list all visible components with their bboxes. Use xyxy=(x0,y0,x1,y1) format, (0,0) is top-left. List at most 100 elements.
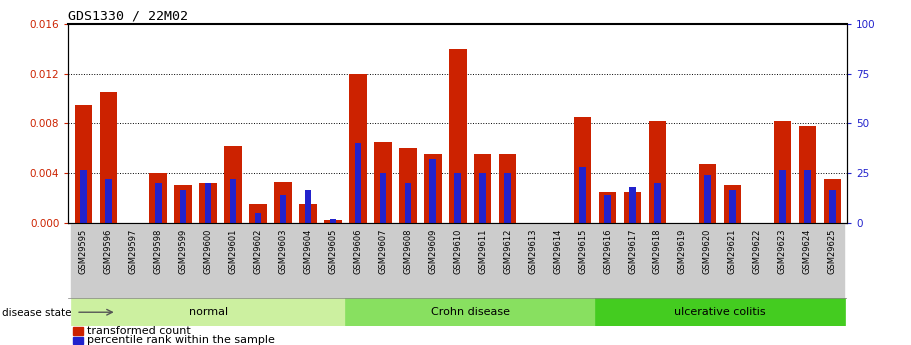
Bar xyxy=(255,213,261,223)
Bar xyxy=(455,173,461,223)
Text: Crohn disease: Crohn disease xyxy=(431,307,510,317)
Bar xyxy=(274,181,292,223)
Bar xyxy=(96,223,121,298)
Text: GSM29607: GSM29607 xyxy=(378,229,387,274)
Bar xyxy=(80,170,87,223)
Bar xyxy=(374,142,392,223)
Bar xyxy=(321,223,345,298)
Bar xyxy=(155,183,161,223)
Bar xyxy=(595,298,844,326)
Bar xyxy=(779,170,785,223)
Bar xyxy=(599,191,617,223)
Text: GSM29604: GSM29604 xyxy=(303,229,312,274)
Bar xyxy=(799,126,816,223)
Bar xyxy=(71,223,96,298)
Bar xyxy=(345,223,371,298)
Bar xyxy=(149,173,167,223)
Bar xyxy=(723,185,742,223)
Text: GSM29620: GSM29620 xyxy=(703,229,711,274)
Text: GSM29625: GSM29625 xyxy=(828,229,836,274)
Bar xyxy=(380,173,386,223)
Bar xyxy=(505,173,511,223)
Text: GSM29603: GSM29603 xyxy=(279,229,288,274)
Bar xyxy=(371,223,395,298)
Bar xyxy=(630,187,636,223)
Bar xyxy=(474,154,491,223)
Text: transformed count: transformed count xyxy=(87,326,190,336)
Bar xyxy=(449,49,466,223)
Bar xyxy=(445,223,470,298)
Text: GDS1330 / 22M02: GDS1330 / 22M02 xyxy=(68,10,189,23)
Bar xyxy=(280,195,286,223)
Bar xyxy=(146,223,170,298)
Bar xyxy=(105,179,111,223)
Bar xyxy=(645,223,670,298)
Bar xyxy=(579,167,586,223)
Bar xyxy=(99,92,117,223)
Text: GSM29599: GSM29599 xyxy=(179,229,188,274)
Bar xyxy=(174,185,192,223)
Bar xyxy=(395,223,420,298)
Bar xyxy=(75,105,92,223)
Bar xyxy=(230,179,237,223)
Bar xyxy=(295,223,321,298)
Text: GSM29617: GSM29617 xyxy=(628,229,637,274)
Text: GSM29614: GSM29614 xyxy=(553,229,562,274)
Bar xyxy=(205,183,211,223)
Bar xyxy=(429,159,436,223)
Bar xyxy=(649,121,666,223)
Bar xyxy=(595,223,620,298)
Text: GSM29606: GSM29606 xyxy=(353,229,363,274)
Bar xyxy=(345,298,595,326)
Text: GSM29608: GSM29608 xyxy=(404,229,413,274)
Bar xyxy=(570,223,595,298)
Bar xyxy=(545,223,570,298)
Bar xyxy=(304,190,312,223)
Text: GSM29621: GSM29621 xyxy=(728,229,737,274)
Text: GSM29602: GSM29602 xyxy=(253,229,262,274)
Text: GSM29619: GSM29619 xyxy=(678,229,687,274)
Bar xyxy=(620,223,645,298)
Bar xyxy=(170,223,196,298)
Bar xyxy=(224,146,241,223)
Text: GSM29613: GSM29613 xyxy=(528,229,537,274)
Bar xyxy=(654,183,660,223)
Bar xyxy=(250,204,267,223)
Bar xyxy=(349,74,366,223)
Bar xyxy=(71,298,345,326)
Bar xyxy=(179,190,187,223)
Bar xyxy=(354,143,362,223)
Text: GSM29615: GSM29615 xyxy=(578,229,587,274)
Bar xyxy=(720,223,745,298)
Bar xyxy=(670,223,695,298)
Text: GSM29596: GSM29596 xyxy=(104,229,113,274)
Bar xyxy=(773,121,791,223)
Bar xyxy=(704,175,711,223)
Bar xyxy=(73,337,83,344)
Text: ulcerative colitis: ulcerative colitis xyxy=(674,307,766,317)
Bar xyxy=(404,183,411,223)
Text: GSM29624: GSM29624 xyxy=(803,229,812,274)
Bar xyxy=(804,170,811,223)
Bar xyxy=(496,223,520,298)
Bar xyxy=(399,148,416,223)
Bar xyxy=(73,327,83,335)
Text: GSM29622: GSM29622 xyxy=(752,229,762,274)
Text: GSM29612: GSM29612 xyxy=(503,229,512,274)
Bar xyxy=(246,223,271,298)
Text: GSM29600: GSM29600 xyxy=(204,229,212,274)
Bar xyxy=(745,223,770,298)
Text: GSM29616: GSM29616 xyxy=(603,229,612,274)
Bar xyxy=(520,223,545,298)
Text: disease state: disease state xyxy=(2,308,71,318)
Bar xyxy=(271,223,295,298)
Text: GSM29611: GSM29611 xyxy=(478,229,487,274)
Text: GSM29597: GSM29597 xyxy=(128,229,138,274)
Bar xyxy=(479,173,486,223)
Text: GSM29623: GSM29623 xyxy=(778,229,787,274)
Bar xyxy=(624,191,641,223)
Bar xyxy=(794,223,820,298)
Bar xyxy=(121,223,146,298)
Bar xyxy=(574,117,591,223)
Text: percentile rank within the sample: percentile rank within the sample xyxy=(87,335,274,345)
